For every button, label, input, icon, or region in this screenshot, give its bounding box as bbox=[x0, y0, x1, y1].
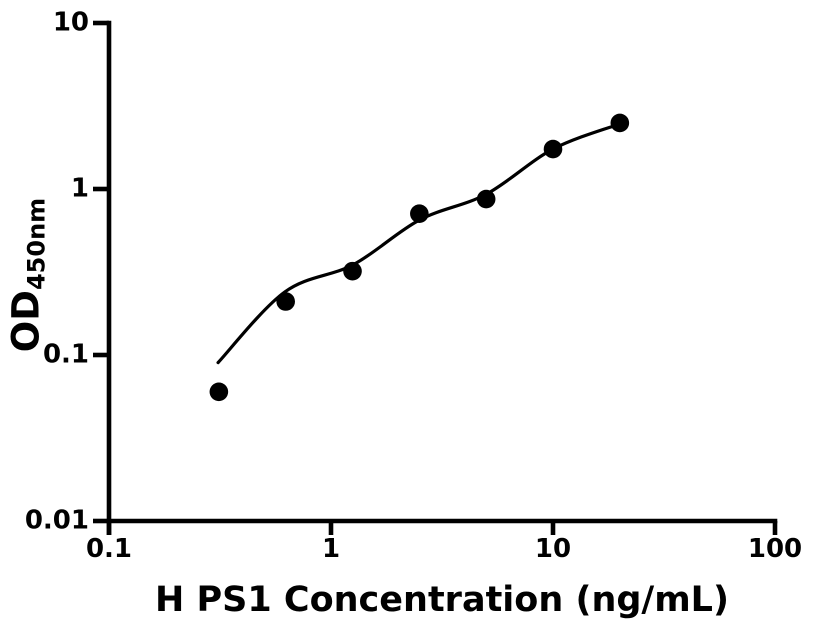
y-axis-title-subscript: 450nm bbox=[22, 197, 51, 291]
y-tick-label: 1 bbox=[70, 173, 89, 204]
data-point bbox=[410, 204, 429, 223]
x-axis-title: H PS1 Concentration (ng/mL) bbox=[155, 580, 729, 620]
x-tick-label: 100 bbox=[747, 534, 803, 564]
data-point bbox=[343, 261, 362, 281]
y-axis-title: OD450nm bbox=[4, 197, 51, 353]
fit-curve bbox=[216, 121, 625, 365]
x-tick-label: 1 bbox=[321, 534, 341, 564]
data-point bbox=[543, 139, 563, 159]
y-axis-title-main: OD bbox=[4, 290, 48, 353]
x-tick-label: 10 bbox=[534, 534, 572, 564]
x-tick-label: 0.1 bbox=[85, 534, 133, 564]
data-point bbox=[209, 382, 229, 402]
y-tick-label: 10 bbox=[52, 7, 89, 38]
data-point bbox=[476, 189, 496, 209]
y-tick-label: 0.01 bbox=[24, 505, 89, 536]
data-point bbox=[610, 113, 630, 133]
y-tick-label: 0.1 bbox=[42, 339, 89, 370]
data-point bbox=[276, 292, 295, 311]
